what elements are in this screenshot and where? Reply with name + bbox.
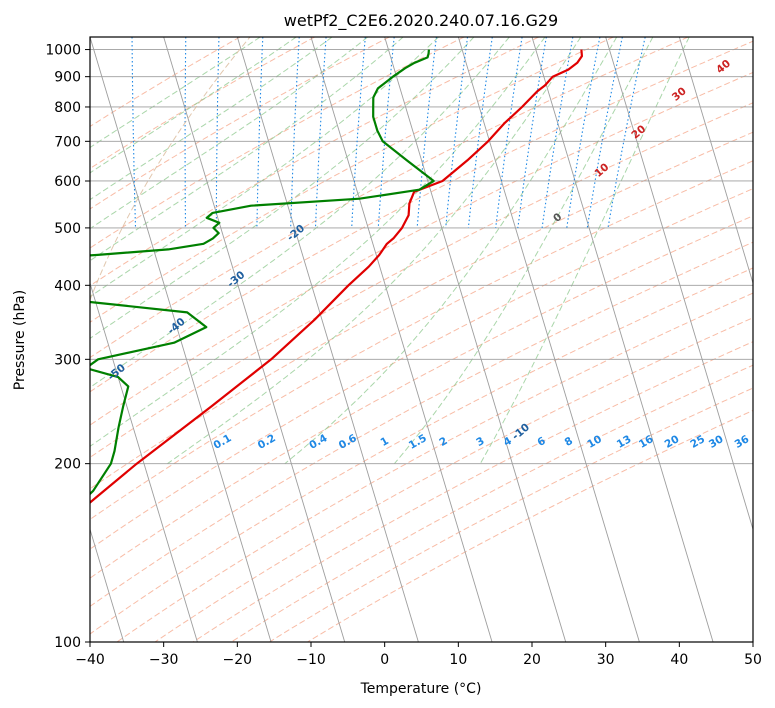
y-tick-label: 1000: [45, 43, 81, 59]
x-tick-label: 0: [380, 652, 389, 668]
dry-adiabat: [90, 102, 753, 458]
isotherm-line: [310, 37, 493, 642]
dry-adiabat: [90, 37, 614, 323]
x-tick-label: 30: [597, 652, 615, 668]
saturation-curve: [90, 37, 251, 301]
moist-adiabat: [90, 37, 404, 262]
dry-adiabat: [90, 37, 689, 359]
isotherm-line: [90, 281, 198, 642]
dry-adiabat: [90, 37, 241, 128]
moist-adiabat: [394, 37, 654, 465]
plot-frame: [89, 36, 754, 643]
isotherm-line: [236, 37, 419, 642]
mixing-ratio-line: [607, 37, 646, 228]
moist-adiabat: [90, 37, 333, 201]
mixing-ratio-line: [445, 37, 469, 228]
isotherm-line: [90, 527, 125, 642]
mixing-ratio-line: [517, 37, 547, 228]
isotherm-line: [605, 37, 753, 531]
dry-adiabat: [90, 37, 465, 249]
mixing-ratio-line: [467, 37, 493, 228]
y-tick-label: 500: [54, 221, 81, 237]
moist-adiabat: [167, 37, 582, 465]
mixing-ratio-line: [586, 37, 623, 228]
x-axis-label: Temperature (°C): [360, 681, 482, 697]
x-tick-label: 10: [449, 652, 467, 668]
moist-adiabat: [90, 37, 546, 447]
mixing-ratio-line: [351, 37, 366, 228]
y-tick-label: 200: [54, 457, 81, 473]
y-tick-label: 900: [54, 70, 81, 86]
dry-adiabat: [192, 341, 753, 642]
y-tick-label: 300: [54, 352, 81, 368]
dry-adiabat: [90, 71, 753, 426]
x-tick-label: 40: [670, 652, 688, 668]
y-tick-label: 800: [54, 100, 81, 116]
isotherm-line: [457, 37, 640, 642]
mixing-ratio-line: [416, 37, 437, 228]
dry-adiabat: [90, 160, 753, 520]
dry-adiabat: [90, 215, 753, 579]
y-axis: 1000 900 800 700 600 500 400 300 200 100: [45, 43, 90, 651]
y-axis-label: Pressure (hPa): [12, 290, 28, 390]
x-tick-label: 20: [523, 652, 541, 668]
moist-adiabat: [90, 37, 510, 389]
y-tick-label: 400: [54, 278, 81, 294]
plot-area: -100-90-80-70-60-50-40-30-200.10.20.40.6…: [90, 37, 753, 642]
dry-adiabat: [90, 241, 753, 607]
isotherm-line: [531, 37, 714, 642]
dry-adiabat: [90, 188, 753, 550]
dry-adiabat: [116, 292, 753, 642]
dry-adiabat: [90, 131, 753, 490]
x-axis: −40 −30 −20 −10 0 10 20 30 40 50: [75, 642, 762, 668]
isotherm-line: [384, 37, 567, 642]
y-tick-label: 700: [54, 134, 81, 150]
dry-adiabat: [90, 37, 540, 287]
y-tick-label: 600: [54, 174, 81, 190]
moist-adiabat: [90, 37, 439, 298]
mixing-ratio-line: [377, 37, 395, 228]
moist-adiabat: [90, 37, 297, 174]
moist-adiabat: [284, 37, 618, 465]
chart-title: wetPf2_C2E6.2020.240.07.16.G29: [284, 11, 558, 31]
x-tick-label: −20: [223, 652, 253, 668]
x-tick-label: −40: [75, 652, 105, 668]
moist-adiabat: [90, 37, 261, 149]
x-tick-label: −10: [296, 652, 326, 668]
x-tick-label: 50: [744, 652, 762, 668]
isotherm-line: [163, 37, 346, 642]
dry-adiabat: [90, 37, 315, 169]
moist-adiabat: [479, 37, 690, 464]
temperature-profile-line: [90, 49, 583, 504]
y-tick-label: 100: [54, 635, 81, 651]
isotherm-line: [678, 37, 753, 285]
dry-adiabat: [269, 387, 753, 642]
mixing-ratio-line: [495, 37, 523, 228]
x-tick-label: −30: [149, 652, 179, 668]
dewpoint-profile-line: [90, 49, 435, 496]
